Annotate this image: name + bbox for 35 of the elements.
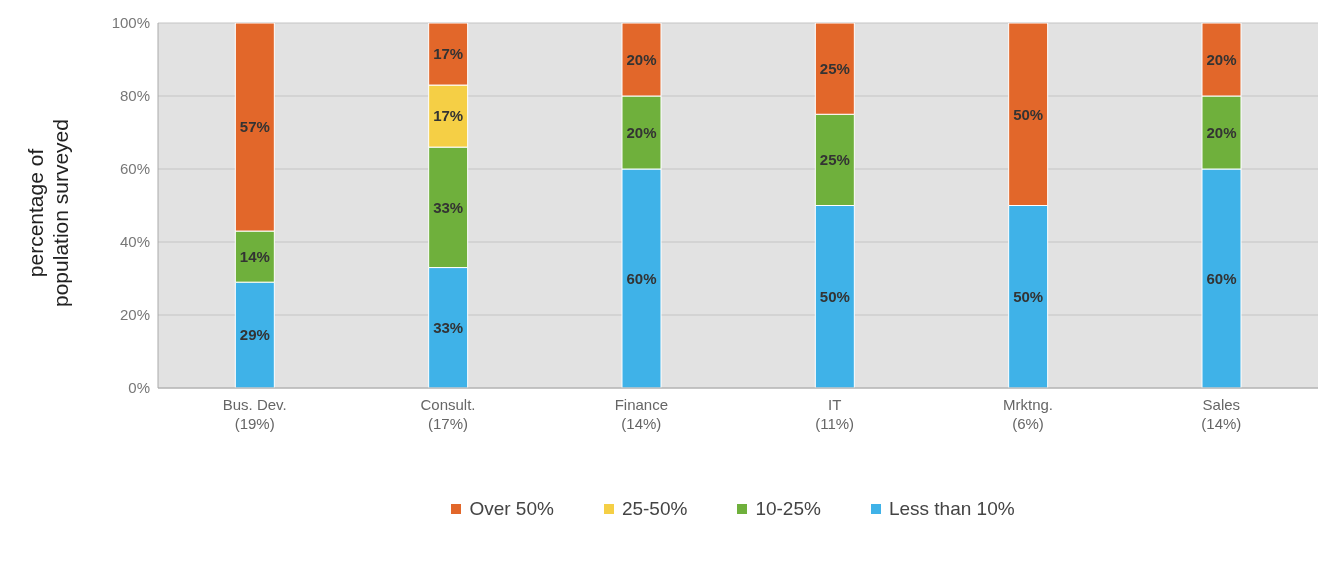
data-label: 25% <box>819 59 850 77</box>
x-tick-label: IT (11%) <box>815 396 855 432</box>
data-label: 60% <box>626 269 657 287</box>
data-label: 17% <box>433 45 464 63</box>
y-tick-label: 100% <box>111 14 150 32</box>
data-label: 20% <box>1206 50 1237 68</box>
x-tick-label: Consult. (17%) <box>420 396 476 432</box>
data-label: 17% <box>433 107 464 125</box>
data-label: 57% <box>239 118 270 136</box>
x-tick-label: Finance (14%) <box>614 396 669 432</box>
x-tick-label: Sales (14%) <box>1201 396 1242 432</box>
legend-label: 25-50% <box>621 498 688 520</box>
y-tick-label: 80% <box>119 87 150 105</box>
data-label: 50% <box>819 288 850 306</box>
data-label: 20% <box>1206 123 1237 141</box>
data-label: 33% <box>433 198 464 216</box>
legend-label: Less than 10% <box>888 498 1015 520</box>
data-label: 20% <box>626 50 657 68</box>
y-tick-label: 40% <box>119 233 150 251</box>
data-label: 50% <box>1013 288 1044 306</box>
y-tick-label: 20% <box>119 306 150 324</box>
data-label: 20% <box>626 123 657 141</box>
data-label: 33% <box>433 319 464 337</box>
data-label: 60% <box>1206 269 1237 287</box>
y-tick-label: 60% <box>119 160 150 178</box>
data-label: 50% <box>1013 105 1044 123</box>
x-tick-label: Mrktng. (6%) <box>1002 396 1054 432</box>
y-tick-label: 0% <box>128 379 150 397</box>
x-tick-label: Bus. Dev. (19%) <box>222 396 287 432</box>
data-label: 29% <box>239 326 270 344</box>
data-label: 14% <box>239 247 270 265</box>
legend-label: Over 50% <box>469 498 554 520</box>
data-label: 25% <box>819 151 850 169</box>
legend-label: 10-25% <box>755 498 821 520</box>
y-axis-title: percentage of population surveyed <box>23 119 73 307</box>
